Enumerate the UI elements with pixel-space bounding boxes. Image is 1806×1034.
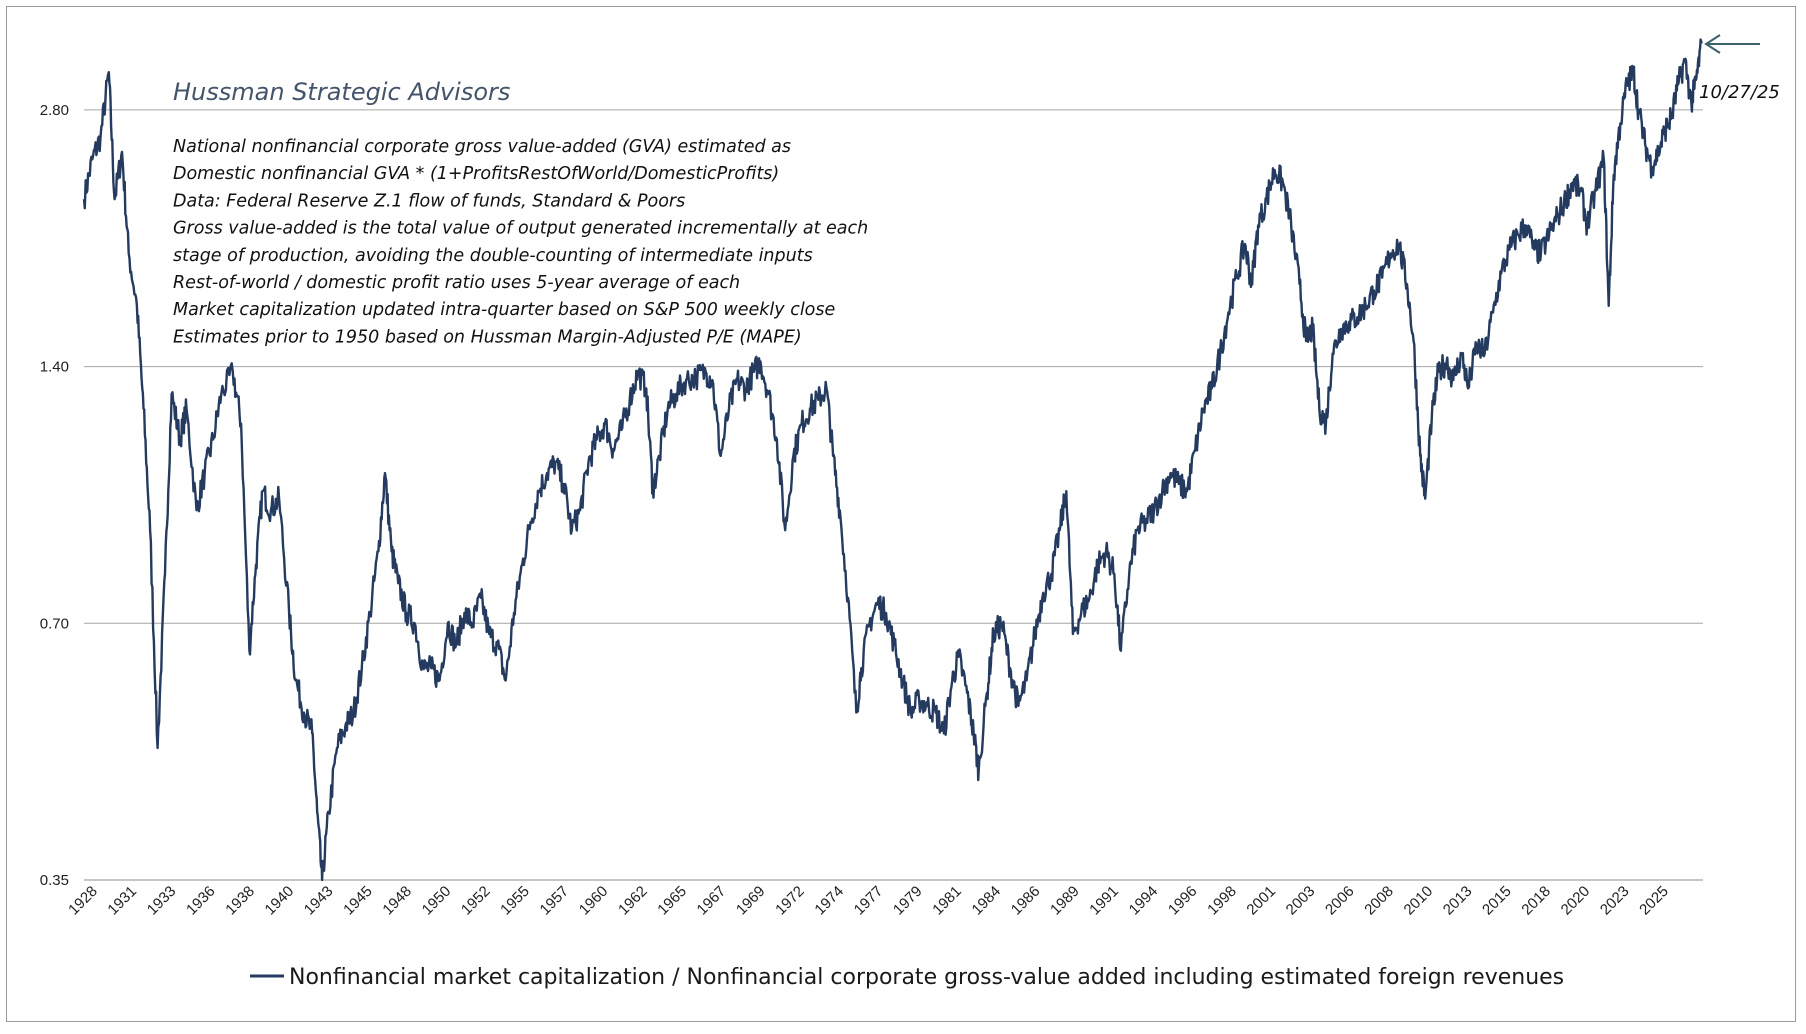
x-tick-label: 1940 bbox=[262, 883, 298, 919]
note-line: stage of production, avoiding the double… bbox=[173, 246, 813, 266]
x-tick-label: 2018 bbox=[1518, 883, 1554, 919]
x-tick-label: 2006 bbox=[1322, 883, 1358, 919]
note-line: Estimates prior to 1950 based on Hussman… bbox=[173, 327, 802, 347]
x-tick-label: 1945 bbox=[340, 883, 376, 919]
x-tick-label: 1986 bbox=[1008, 883, 1044, 919]
y-tick-label: 0.35 bbox=[40, 872, 69, 889]
note-line: Market capitalization updated intra-quar… bbox=[173, 300, 835, 320]
x-tick-label: 1938 bbox=[222, 883, 258, 919]
note-line: Rest-of-world / domestic profit ratio us… bbox=[173, 273, 740, 293]
series-line bbox=[82, 38, 1703, 882]
x-tick-label: 1967 bbox=[694, 883, 730, 919]
x-tick-label: 1969 bbox=[733, 883, 769, 919]
x-tick-label: 1957 bbox=[537, 883, 573, 919]
y-tick-label: 1.40 bbox=[40, 359, 69, 376]
x-tick-label: 1948 bbox=[379, 883, 415, 919]
brand-annotation: Hussman Strategic Advisors bbox=[173, 78, 510, 106]
x-tick-label: 1952 bbox=[458, 883, 494, 919]
x-tick-label: 2001 bbox=[1243, 883, 1279, 919]
x-tick-label: 1950 bbox=[419, 883, 455, 919]
x-tick-label: 2023 bbox=[1597, 883, 1633, 919]
x-tick-label: 2025 bbox=[1636, 883, 1672, 919]
x-tick-label: 1931 bbox=[104, 883, 140, 919]
x-tick-label: 1974 bbox=[811, 883, 847, 919]
note-line: Data: Federal Reserve Z.1 flow of funds,… bbox=[173, 191, 685, 211]
x-tick-label: 2003 bbox=[1283, 883, 1319, 919]
x-axis: 1928 1931 1933 1936 1938 1940 1943 1945 1948 1950… bbox=[65, 883, 1672, 919]
y-axis: 2.80 1.40 0.70 0.35 bbox=[40, 102, 69, 889]
x-tick-label: 1933 bbox=[144, 883, 180, 919]
x-tick-label: 2010 bbox=[1401, 883, 1437, 919]
x-tick-label: 2008 bbox=[1361, 883, 1397, 919]
x-tick-label: 1977 bbox=[851, 883, 887, 919]
x-tick-label: 2020 bbox=[1558, 883, 1594, 919]
x-tick-label: 1936 bbox=[183, 883, 219, 919]
x-tick-label: 1943 bbox=[301, 883, 337, 919]
x-tick-label: 1979 bbox=[890, 883, 926, 919]
x-tick-label: 1965 bbox=[654, 883, 690, 919]
note-line: Gross value-added is the total value of … bbox=[173, 219, 868, 239]
x-tick-label: 1955 bbox=[497, 883, 533, 919]
notes-block: National nonfinancial corporate gross va… bbox=[173, 137, 868, 347]
x-tick-label: 1991 bbox=[1086, 883, 1122, 919]
x-tick-label: 1984 bbox=[969, 883, 1005, 919]
note-line: National nonfinancial corporate gross va… bbox=[173, 137, 791, 157]
y-tick-label: 0.70 bbox=[40, 615, 69, 632]
note-line: Domestic nonfinancial GVA * (1+ProfitsRe… bbox=[173, 164, 779, 184]
x-tick-label: 1996 bbox=[1165, 883, 1201, 919]
y-tick-label: 2.80 bbox=[40, 102, 69, 119]
chart-frame bbox=[6, 6, 1796, 1022]
legend: Nonfinancial market capitalization / Non… bbox=[250, 965, 1564, 990]
x-tick-label: 1994 bbox=[1126, 883, 1162, 919]
x-tick-label: 1998 bbox=[1204, 883, 1240, 919]
end-date-label: 10/27/25 bbox=[1699, 82, 1780, 103]
x-tick-label: 1981 bbox=[929, 883, 965, 919]
end-marker-arrow bbox=[1704, 34, 1760, 54]
x-tick-label: 2013 bbox=[1440, 883, 1476, 919]
x-tick-label: 1960 bbox=[576, 883, 612, 919]
x-tick-label: 1928 bbox=[65, 883, 101, 919]
x-tick-label: 1962 bbox=[615, 883, 651, 919]
x-tick-label: 2015 bbox=[1479, 883, 1515, 919]
legend-label: Nonfinancial market capitalization / Non… bbox=[289, 965, 1564, 990]
x-tick-label: 1972 bbox=[772, 883, 808, 919]
x-tick-label: 1989 bbox=[1047, 883, 1083, 919]
